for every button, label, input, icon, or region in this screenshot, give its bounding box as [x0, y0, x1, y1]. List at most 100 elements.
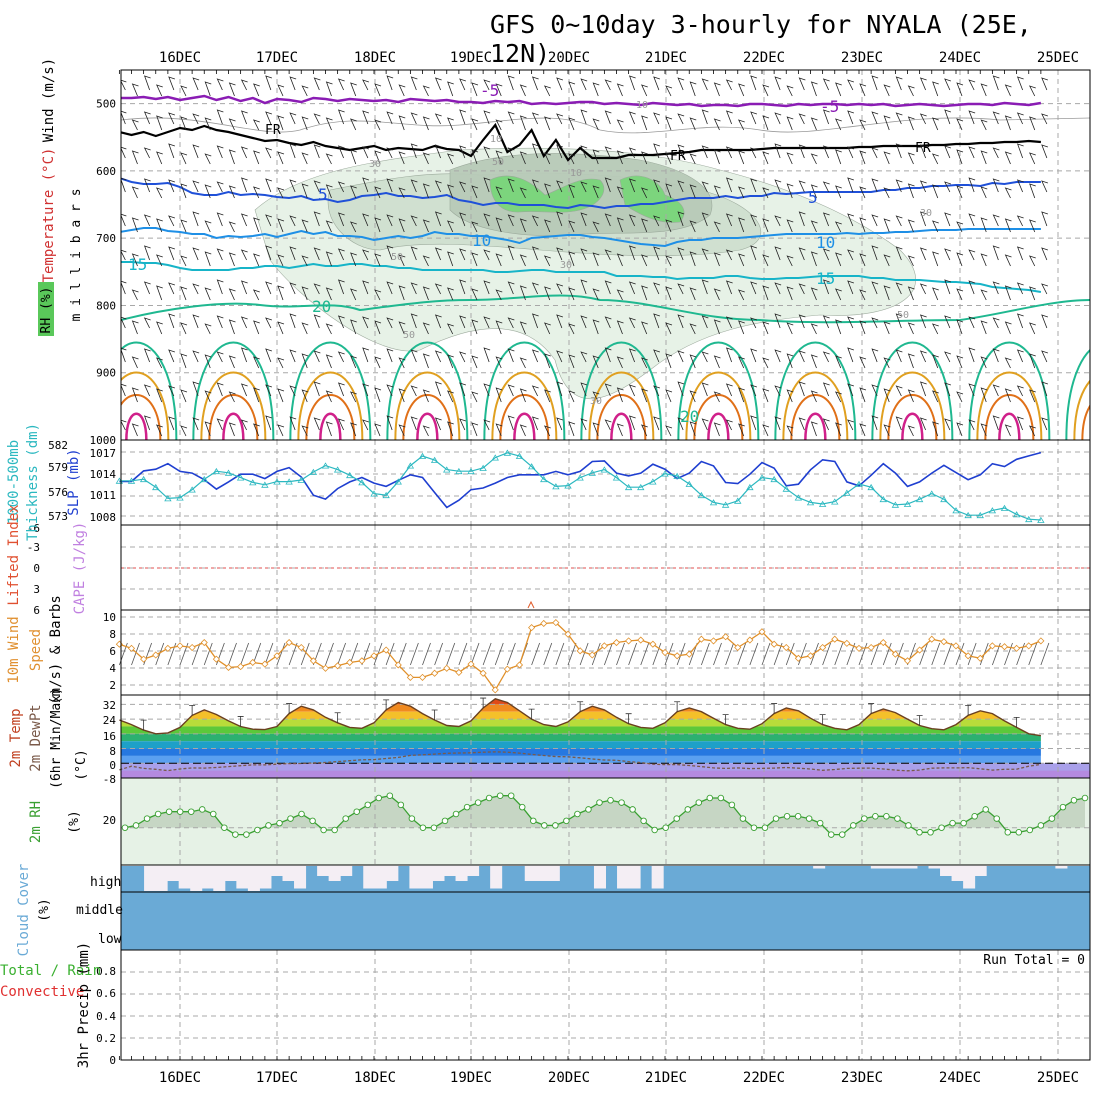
- wind-barb: [677, 417, 685, 431]
- wind-barb: [628, 178, 636, 193]
- wind-barb: [1029, 353, 1036, 369]
- wind-axis-label: 10m Wind: [6, 616, 22, 683]
- wind-barb: [968, 213, 976, 227]
- thickness-marker: [358, 479, 366, 486]
- wind-barb: [301, 219, 309, 233]
- wind-barb: [531, 385, 539, 397]
- wind-speed-marker: [382, 646, 390, 654]
- wind-barb: [143, 281, 151, 295]
- cloud-gap-bar: [409, 866, 422, 889]
- temp-tick-label: -8: [103, 773, 116, 786]
- thickness-marker: [637, 483, 645, 491]
- wind-barb: [725, 249, 733, 261]
- wind-barb: [495, 320, 503, 335]
- wind-barb: [713, 82, 721, 97]
- wind-barb: [762, 218, 770, 233]
- wind-barb: [919, 381, 927, 397]
- isotherm-label: 5: [318, 185, 328, 204]
- li-tick-label: 6: [33, 604, 40, 617]
- wind-barb: [603, 642, 613, 666]
- wind-barb: [422, 255, 430, 267]
- wind-barb: [156, 388, 163, 403]
- isotherm-label: 5: [808, 188, 818, 207]
- wind-barb: [434, 144, 442, 159]
- cloud-level-label: low: [98, 932, 122, 947]
- cloud-gap-bar: [236, 866, 249, 889]
- wind-barb: [362, 316, 370, 329]
- wind-barb: [919, 77, 927, 91]
- thickness-marker: [406, 462, 415, 469]
- wind-barb: [204, 421, 212, 437]
- wind-barb: [265, 178, 273, 193]
- wind-barb: [895, 313, 903, 329]
- wind-barb: [774, 215, 782, 227]
- wind-barb: [216, 279, 224, 295]
- wind-barb: [713, 319, 721, 335]
- wind-barb: [131, 642, 140, 666]
- wind-barb: [374, 387, 382, 403]
- date-label-bottom: 21DEC: [645, 1070, 687, 1086]
- wind-barb: [180, 219, 188, 233]
- temp-whisker: [722, 714, 729, 725]
- wind-barb: [592, 82, 600, 97]
- wind-barb: [386, 245, 394, 261]
- thickness-marker: [794, 494, 803, 501]
- wind-barb: [738, 320, 745, 335]
- wind-barb: [822, 315, 830, 329]
- rh-marker: [949, 819, 956, 827]
- wind-barb: [422, 389, 430, 403]
- wind-barb: [277, 357, 285, 369]
- wind-barb: [121, 347, 127, 363]
- wind-barb: [1040, 642, 1050, 666]
- wind-barb: [762, 357, 770, 369]
- cloud-level-label: middle: [76, 903, 123, 918]
- wind-barb: [556, 283, 564, 295]
- rh-marker: [452, 810, 460, 818]
- isotherm-arch: [121, 341, 1090, 440]
- rh-contour-label: 30: [920, 208, 932, 219]
- wind-barb: [398, 151, 406, 165]
- wind-barb: [1029, 219, 1036, 233]
- wind-barb: [131, 289, 139, 301]
- wind-barb: [798, 283, 806, 295]
- wind-barb: [507, 245, 515, 261]
- wind-barb: [859, 253, 867, 267]
- wind-barb: [701, 315, 709, 329]
- wind-barb: [313, 283, 321, 295]
- rh-marker: [364, 801, 372, 809]
- wind-barb: [519, 321, 527, 335]
- wind-barb: [713, 422, 721, 437]
- wind-barb: [1028, 255, 1036, 267]
- wind-barb: [216, 109, 224, 125]
- wind-barb: [386, 111, 394, 125]
- slp-tick-label: 1014: [90, 468, 117, 481]
- wind-barb: [422, 85, 430, 97]
- wind-barb: [289, 246, 297, 261]
- temp-whisker: [868, 703, 875, 714]
- thickness-marker: [1000, 504, 1009, 511]
- wind-barb: [1004, 424, 1012, 437]
- wind-speed-marker: [528, 624, 536, 632]
- wind-barb: [471, 391, 479, 403]
- thickness-marker: [588, 469, 596, 476]
- wind-barb: [725, 316, 733, 329]
- wind-barb: [1004, 254, 1012, 267]
- wind-barb: [519, 187, 527, 199]
- wind-barb: [398, 321, 406, 335]
- cloud-gap-bar: [167, 866, 180, 881]
- wind-speed-marker: [722, 633, 730, 641]
- wind-barb: [240, 110, 248, 125]
- wind-barb: [204, 354, 212, 369]
- wind-barb: [689, 117, 697, 131]
- thickness-marker: [915, 495, 924, 503]
- wind-barb: [471, 185, 479, 199]
- wind-barb: [156, 115, 163, 131]
- thickness-marker: [503, 449, 512, 456]
- wind-barb: [337, 642, 347, 666]
- wind-speed-series: [119, 621, 1042, 692]
- wind-barb: [143, 245, 151, 261]
- precip-tick-label: 0.2: [96, 1032, 116, 1045]
- wind-barb: [447, 421, 454, 437]
- wind-barb: [121, 280, 127, 295]
- wind-barb: [677, 113, 685, 125]
